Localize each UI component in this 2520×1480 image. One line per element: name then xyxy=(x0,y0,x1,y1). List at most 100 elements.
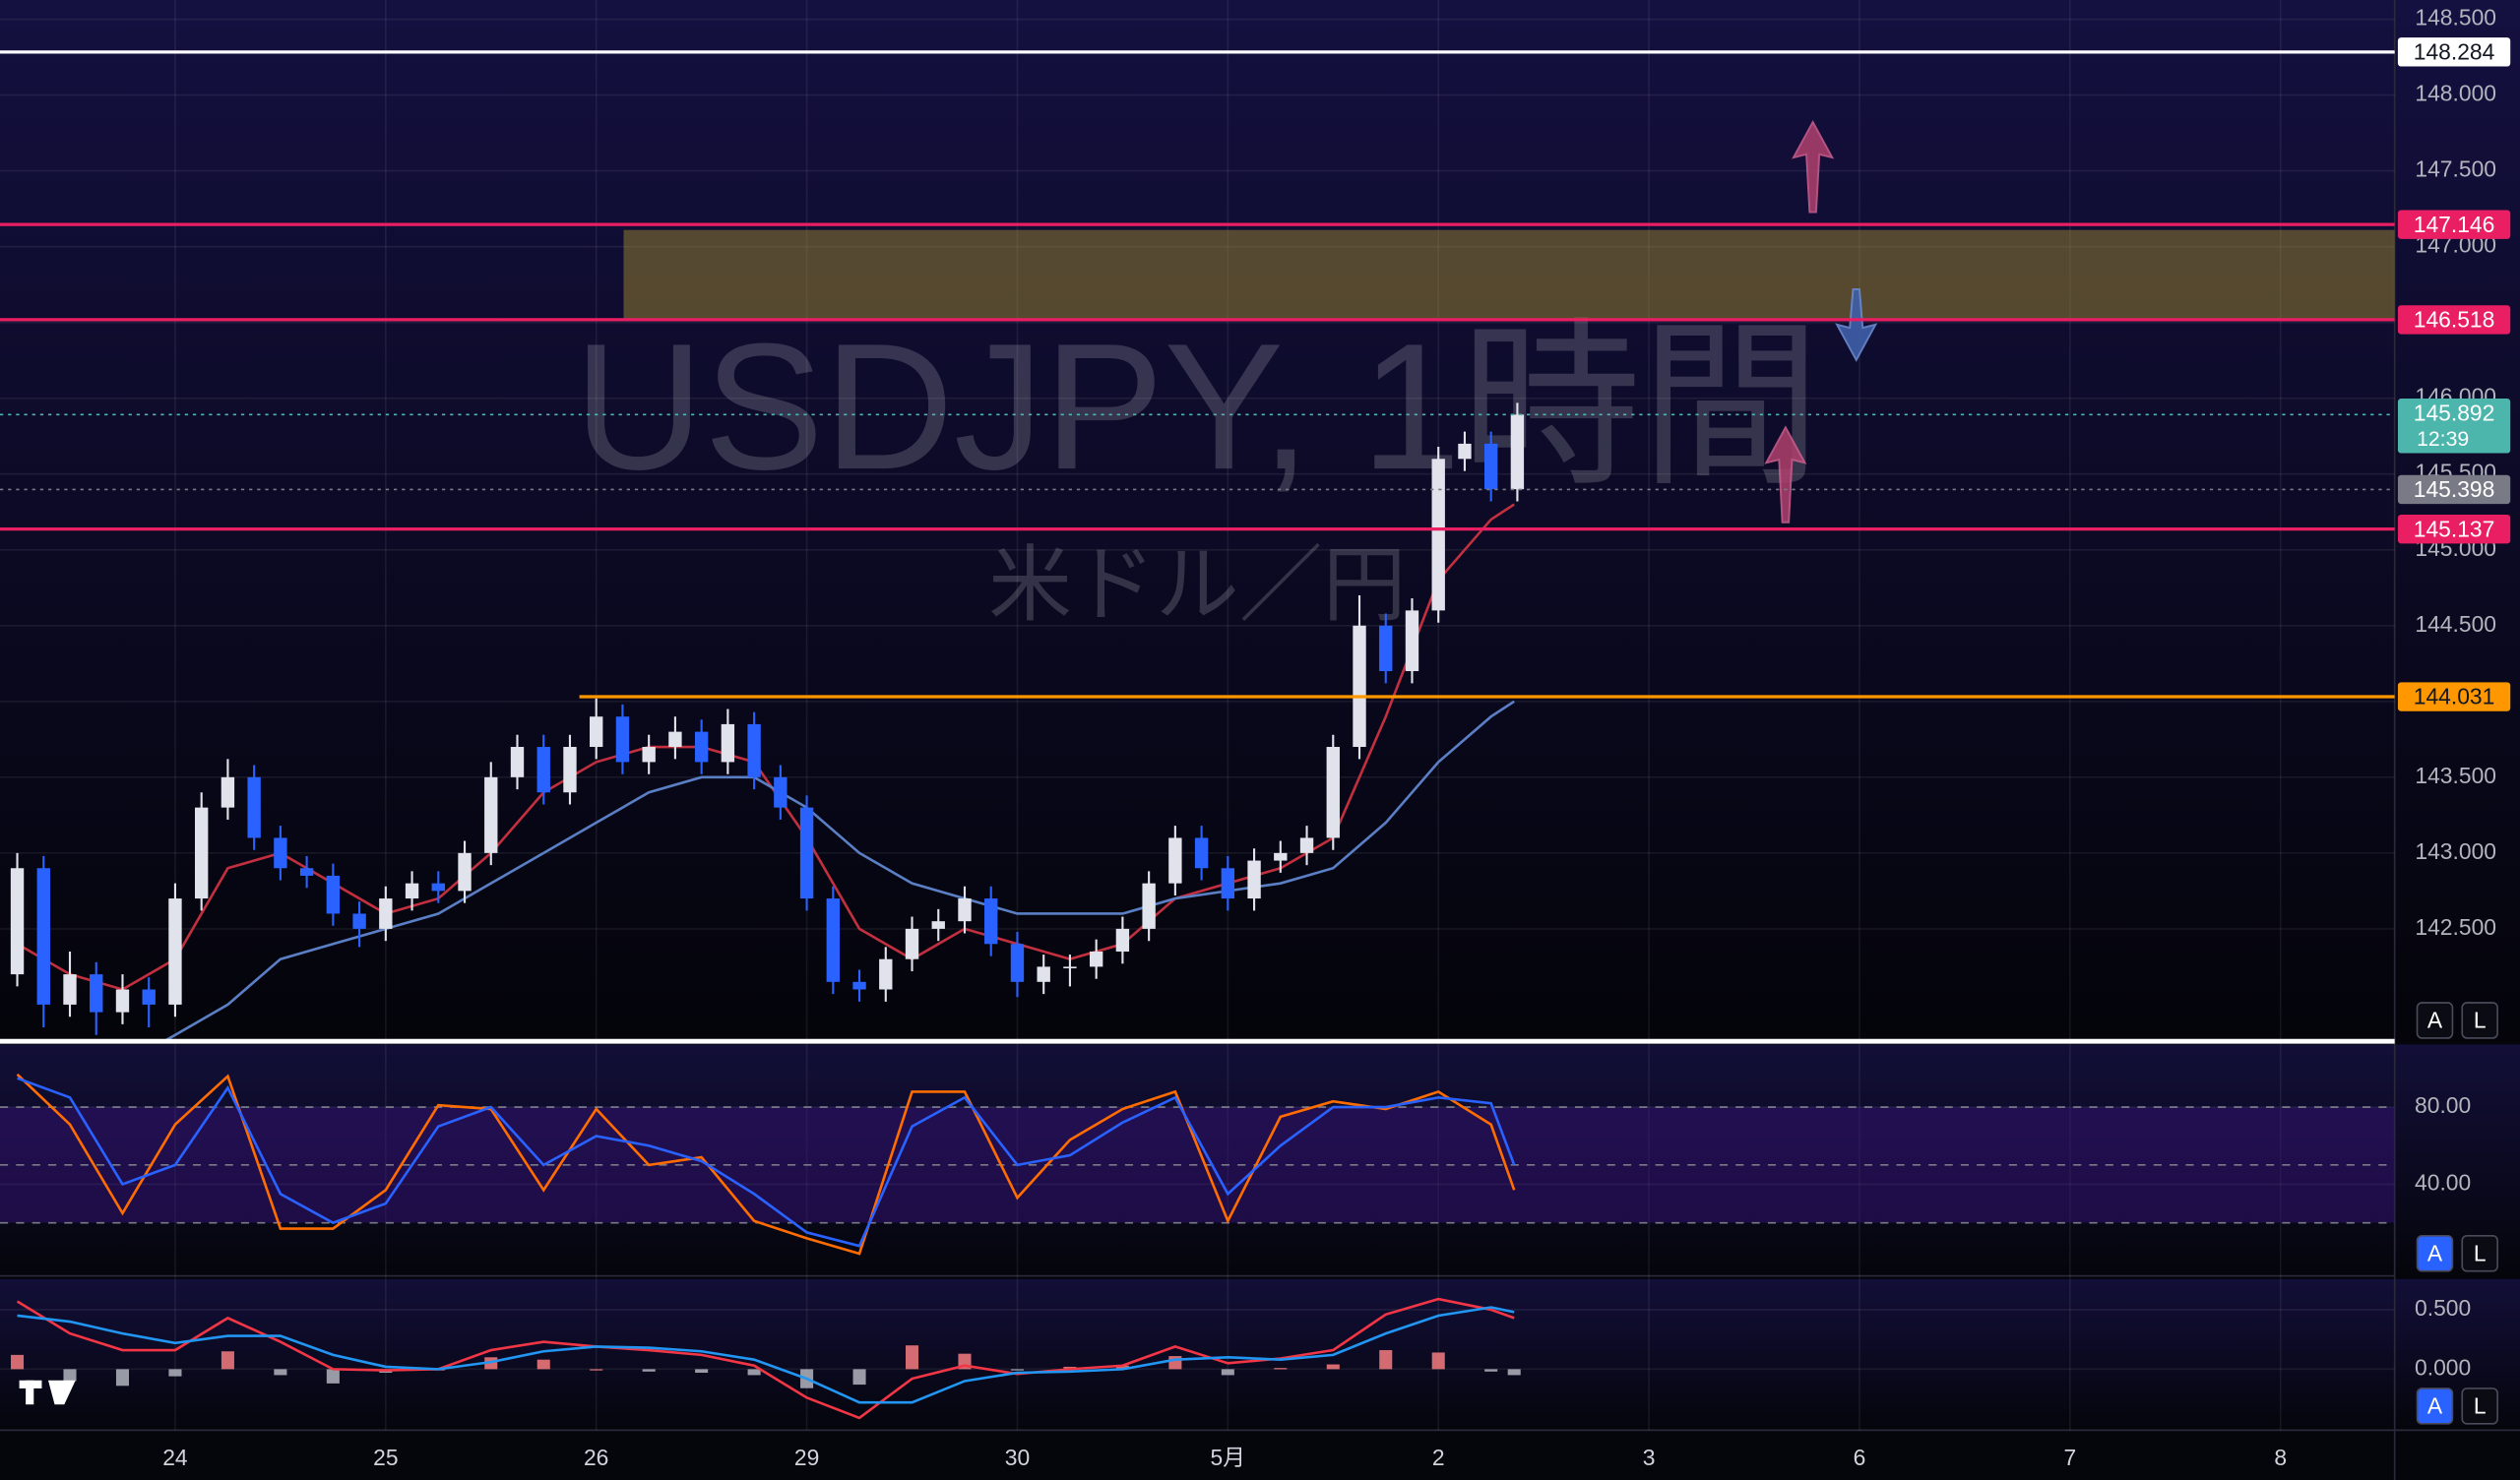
candle-body xyxy=(747,723,761,777)
scale-button-label[interactable]: L xyxy=(2474,1008,2487,1033)
axes: 24 25 26 29 30 5月 2 3 6 7 8 148.500 148.000 147.500 14… xyxy=(162,5,2496,1470)
countdown: 12:39 xyxy=(2417,428,2469,451)
candle-body xyxy=(63,974,77,1005)
candle-body xyxy=(1484,443,1498,490)
candle-body xyxy=(1431,459,1445,611)
macd-histogram-bar xyxy=(11,1354,25,1370)
x-tick-label: 7 xyxy=(2063,1445,2076,1470)
candle-body xyxy=(326,875,341,914)
x-tick-label: 29 xyxy=(794,1445,819,1470)
candle-body xyxy=(1510,414,1525,490)
level-label-box xyxy=(2397,682,2511,711)
candle-body xyxy=(10,868,25,975)
macd-line xyxy=(17,1306,1515,1404)
macd-histogram-bar xyxy=(63,1369,77,1382)
candle-body xyxy=(1274,852,1288,861)
candle-body xyxy=(1221,868,1235,899)
scale-button[interactable] xyxy=(2416,1234,2454,1272)
arrow-down xyxy=(1835,287,1878,362)
y-tick-label: 148.000 xyxy=(2415,81,2496,106)
x-tick-label: 3 xyxy=(1643,1445,1656,1470)
scale-button-label[interactable]: A xyxy=(2427,1008,2443,1033)
y-tick-label: 148.500 xyxy=(2415,5,2496,31)
candle-body xyxy=(247,776,261,838)
macd-histogram-bar xyxy=(1431,1352,1445,1370)
candle-body xyxy=(1142,883,1156,929)
stochastic-pane xyxy=(0,1073,2395,1256)
macd-histogram-bar xyxy=(747,1369,761,1376)
watermark-subtitle: 米ドル／円 xyxy=(988,537,1406,631)
candle-body xyxy=(510,747,525,777)
y-tick-label: 40.00 xyxy=(2415,1169,2471,1195)
candle-body xyxy=(1458,443,1472,460)
candle-body xyxy=(1010,944,1025,982)
x-tick-label: 5月 xyxy=(1211,1445,1246,1470)
x-tick-label: 26 xyxy=(584,1445,608,1470)
candle-body xyxy=(774,776,788,808)
candle-body xyxy=(1089,951,1103,967)
level-label-box xyxy=(2397,474,2511,505)
candle-body xyxy=(1247,860,1261,899)
scale-button-label[interactable]: A xyxy=(2427,1240,2443,1265)
macd-histogram-bar xyxy=(1221,1369,1234,1376)
macd-histogram-bar xyxy=(905,1345,919,1370)
scale-button[interactable] xyxy=(2461,1002,2498,1039)
candle-body xyxy=(615,716,630,763)
scale-button[interactable] xyxy=(2461,1388,2498,1425)
candle-body xyxy=(379,898,393,929)
stoch-line xyxy=(16,1073,1516,1256)
macd-histogram-bar xyxy=(326,1369,340,1384)
level-label: 147.146 xyxy=(2414,212,2495,237)
candle-body xyxy=(194,807,209,899)
candle-body xyxy=(536,747,550,793)
level-label: 145.398 xyxy=(2414,476,2495,502)
level-label-box xyxy=(2397,514,2511,544)
candle-body xyxy=(799,807,814,899)
level-label: 148.284 xyxy=(2414,39,2495,65)
candle-body xyxy=(90,974,103,1013)
macd-histogram-bar xyxy=(274,1369,287,1376)
y-tick-label: 80.00 xyxy=(2415,1092,2471,1118)
scale-button-label[interactable]: L xyxy=(2474,1240,2487,1265)
candle-body xyxy=(694,731,709,763)
candle-body xyxy=(1037,966,1050,982)
candle-body xyxy=(352,913,366,929)
scale-button[interactable] xyxy=(2461,1234,2498,1272)
last-price-box xyxy=(2397,399,2511,454)
scale-button-label[interactable]: L xyxy=(2474,1393,2487,1419)
scale-button[interactable] xyxy=(2416,1002,2454,1039)
level-label: 144.031 xyxy=(2414,684,2495,709)
candle-body xyxy=(563,747,577,793)
scale-button[interactable] xyxy=(2416,1388,2454,1425)
y-tick-label: 142.500 xyxy=(2415,914,2496,940)
x-tick-label: 2 xyxy=(1432,1445,1445,1470)
watermark-title: USDJPY, 1時間 xyxy=(574,305,1821,507)
macd-histogram-bar xyxy=(1010,1369,1024,1371)
macd-histogram-bar xyxy=(536,1359,550,1370)
macd-histogram-bar xyxy=(115,1369,130,1387)
macd-histogram-bar xyxy=(1168,1356,1182,1370)
y-tick-label: 0.000 xyxy=(2415,1354,2471,1380)
candle-body xyxy=(431,883,445,892)
candle-body xyxy=(299,868,314,876)
macd-histogram-bar xyxy=(590,1369,603,1371)
y-tick-label: 144.500 xyxy=(2415,611,2496,637)
macd-histogram-bar xyxy=(1379,1350,1393,1370)
candle-body xyxy=(484,776,498,853)
candle-body xyxy=(642,747,656,763)
scale-button-label[interactable]: A xyxy=(2427,1393,2443,1419)
x-tick-label: 6 xyxy=(1854,1445,1866,1470)
candle-body xyxy=(1405,610,1419,671)
candle-body xyxy=(1326,747,1340,838)
macd-histogram-bar xyxy=(642,1369,656,1372)
candle-body xyxy=(458,852,472,892)
candle-body xyxy=(984,898,998,945)
candle-body xyxy=(879,958,893,990)
candle-body xyxy=(958,898,972,922)
macd-line xyxy=(16,1297,1515,1420)
logo xyxy=(19,1380,76,1405)
arrow-up xyxy=(1764,425,1807,524)
stoch-line xyxy=(17,1077,1516,1248)
y-tick-label: 143.000 xyxy=(2415,838,2496,864)
candle-body xyxy=(721,723,735,763)
